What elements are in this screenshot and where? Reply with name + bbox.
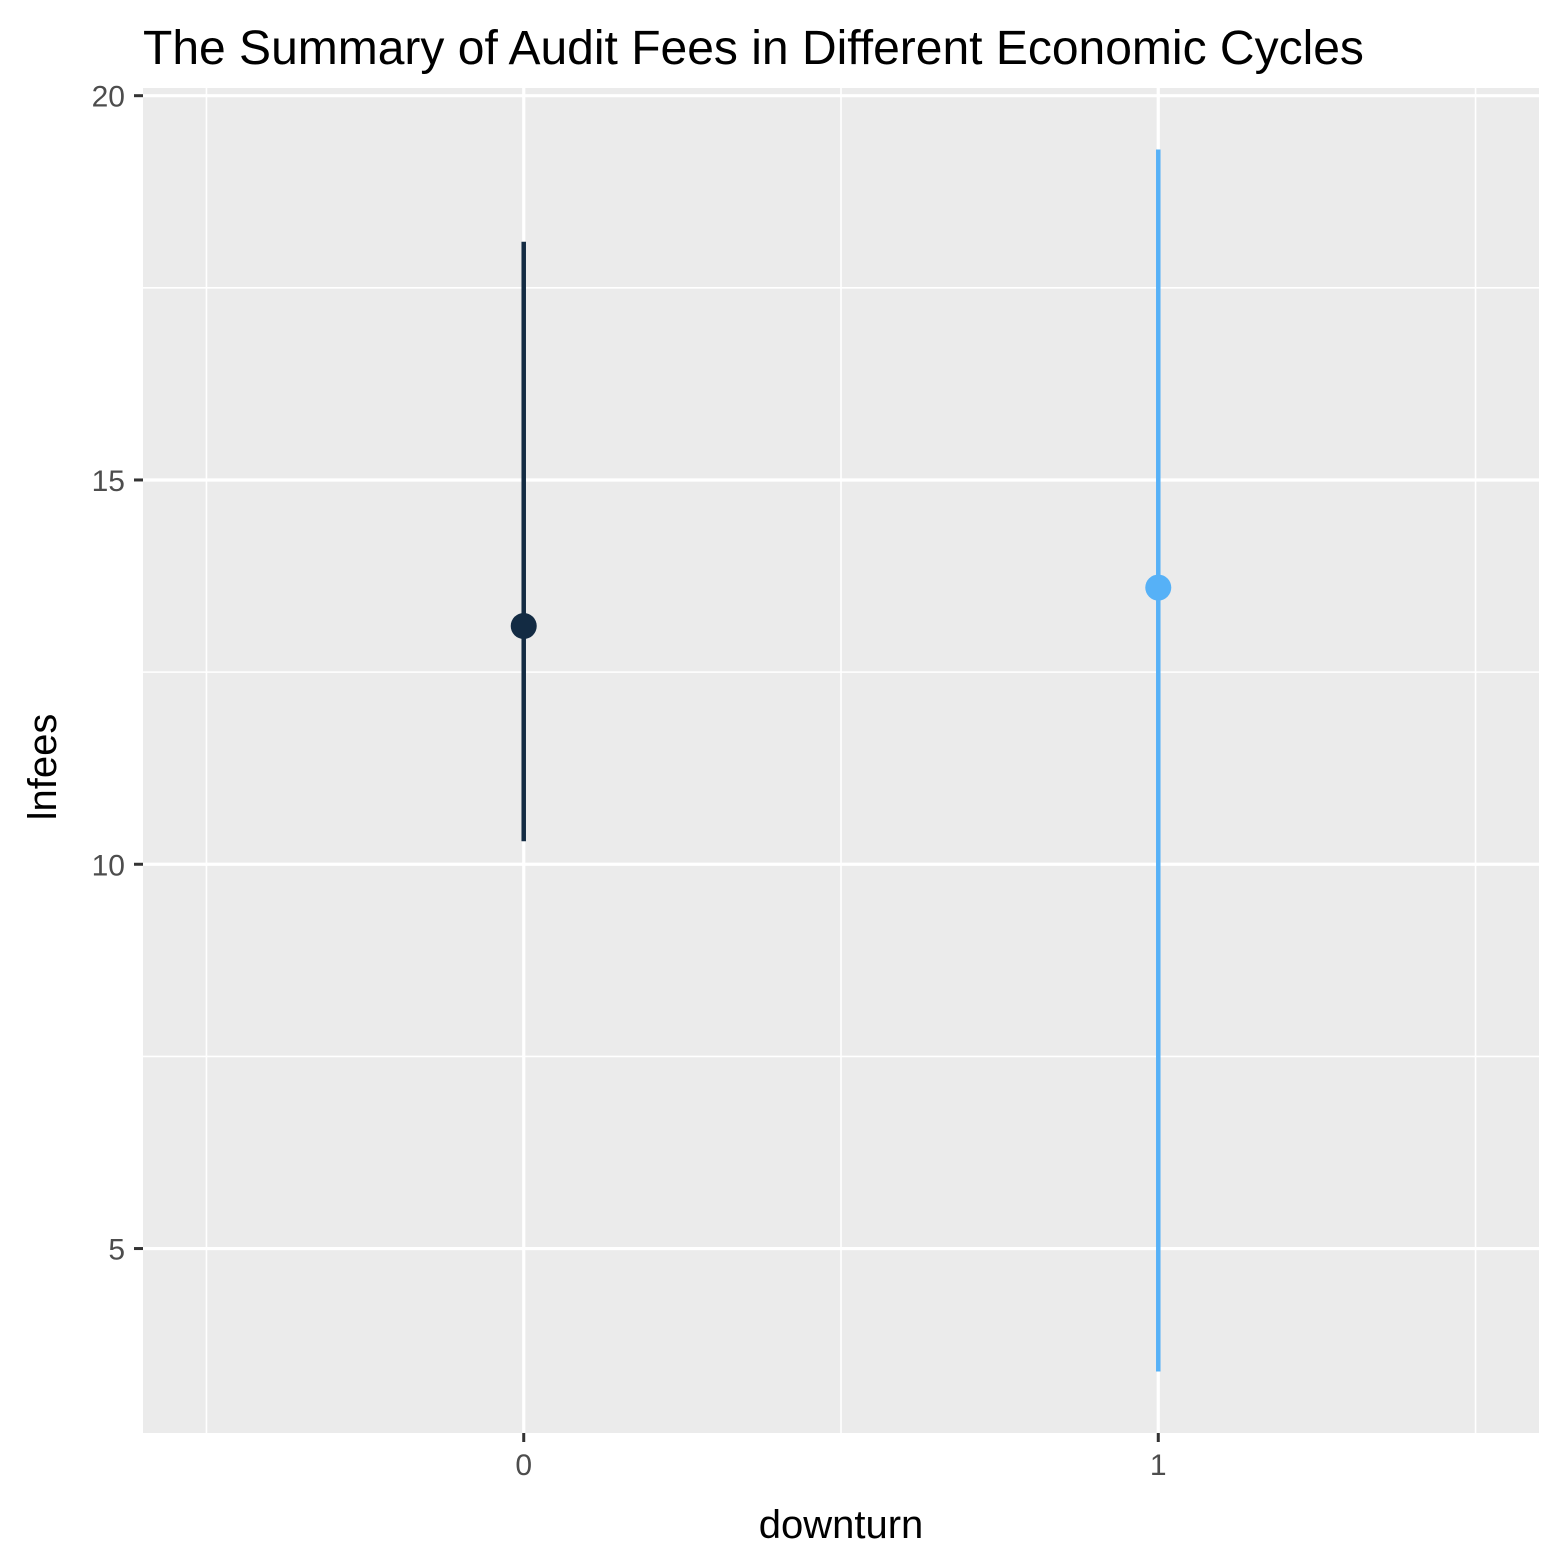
x-axis-title: downturn — [759, 1503, 924, 1547]
y-tick-label: 15 — [92, 465, 125, 498]
y-tick-label: 20 — [92, 81, 125, 114]
point-1 — [1145, 574, 1172, 601]
axes: 5 10 15 20 0 1 — [92, 81, 1167, 1482]
x-tick-label: 0 — [515, 1449, 532, 1482]
chart-title: The Summary of Audit Fees in Different E… — [143, 22, 1364, 75]
point-0 — [510, 613, 537, 639]
y-tick-label: 10 — [92, 849, 125, 882]
data-marks — [510, 149, 1172, 1372]
y-axis-title: lnfees — [21, 714, 65, 821]
x-tick-label: 1 — [1150, 1449, 1167, 1482]
y-tick-label: 5 — [108, 1234, 125, 1267]
